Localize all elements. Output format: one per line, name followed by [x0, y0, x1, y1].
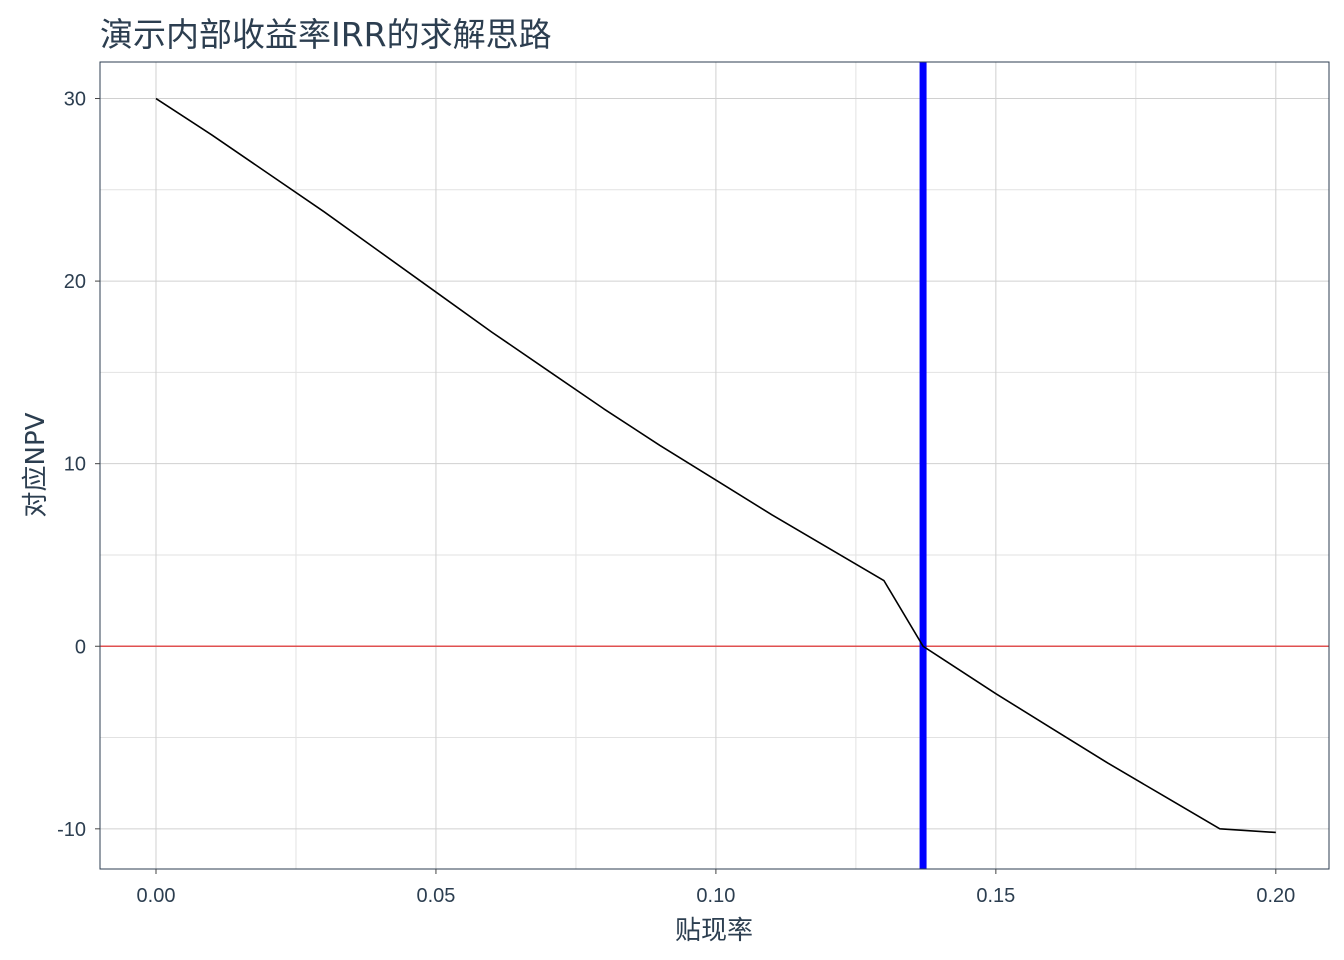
x-tick-label: 0.00 [137, 885, 176, 907]
series-lines [155, 97, 1276, 834]
y-axis-ticks: -10 0 10 20 30 [57, 89, 100, 841]
npv-curve-line [155, 97, 1276, 834]
x-tick-label: 0.05 [416, 885, 455, 907]
x-tick-label: 0.15 [976, 885, 1015, 907]
y-tick-label: 0 [75, 636, 86, 658]
x-tick-label: 0.20 [1256, 885, 1295, 907]
x-axis-ticks: 0.00 0.05 0.10 0.15 0.20 [137, 869, 1295, 907]
plot-panel-border [99, 61, 1330, 870]
chart-title: 演示内部收益率IRR的求解思路 [100, 15, 552, 54]
y-tick-label: -10 [57, 819, 86, 841]
y-axis-title: 对应NPV [21, 412, 51, 517]
grid-lines [100, 62, 1329, 869]
reference-lines [100, 62, 1329, 869]
y-tick-label: 20 [64, 271, 86, 293]
x-axis-title: 贴现率 [675, 916, 753, 946]
x-tick-label: 0.10 [696, 885, 735, 907]
y-tick-label: 10 [64, 454, 86, 476]
y-tick-label: 30 [64, 89, 86, 111]
